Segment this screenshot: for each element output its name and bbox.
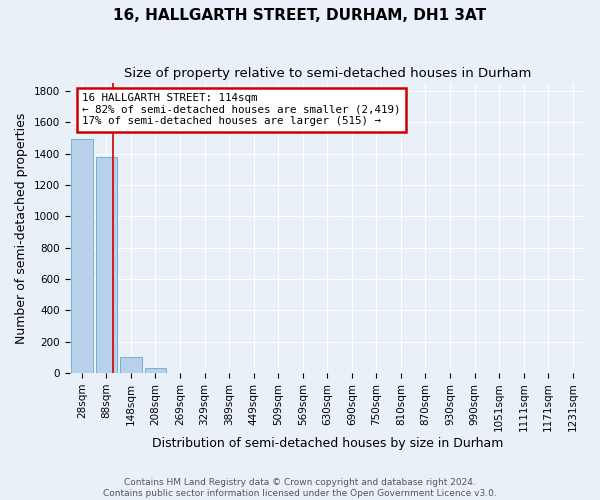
Text: 16 HALLGARTH STREET: 114sqm
← 82% of semi-detached houses are smaller (2,419)
17: 16 HALLGARTH STREET: 114sqm ← 82% of sem…: [82, 93, 401, 126]
Bar: [120, 358, 142, 373]
Text: 16, HALLGARTH STREET, DURHAM, DH1 3AT: 16, HALLGARTH STREET, DURHAM, DH1 3AT: [113, 8, 487, 22]
X-axis label: Distribution of semi-detached houses by size in Durham: Distribution of semi-detached houses by …: [152, 437, 503, 450]
Bar: [95, 156, 117, 373]
Text: Contains HM Land Registry data © Crown copyright and database right 2024.
Contai: Contains HM Land Registry data © Crown c…: [103, 478, 497, 498]
Bar: [145, 368, 166, 373]
Bar: [71, 140, 92, 373]
Title: Size of property relative to semi-detached houses in Durham: Size of property relative to semi-detach…: [124, 68, 531, 80]
Y-axis label: Number of semi-detached properties: Number of semi-detached properties: [15, 112, 28, 344]
